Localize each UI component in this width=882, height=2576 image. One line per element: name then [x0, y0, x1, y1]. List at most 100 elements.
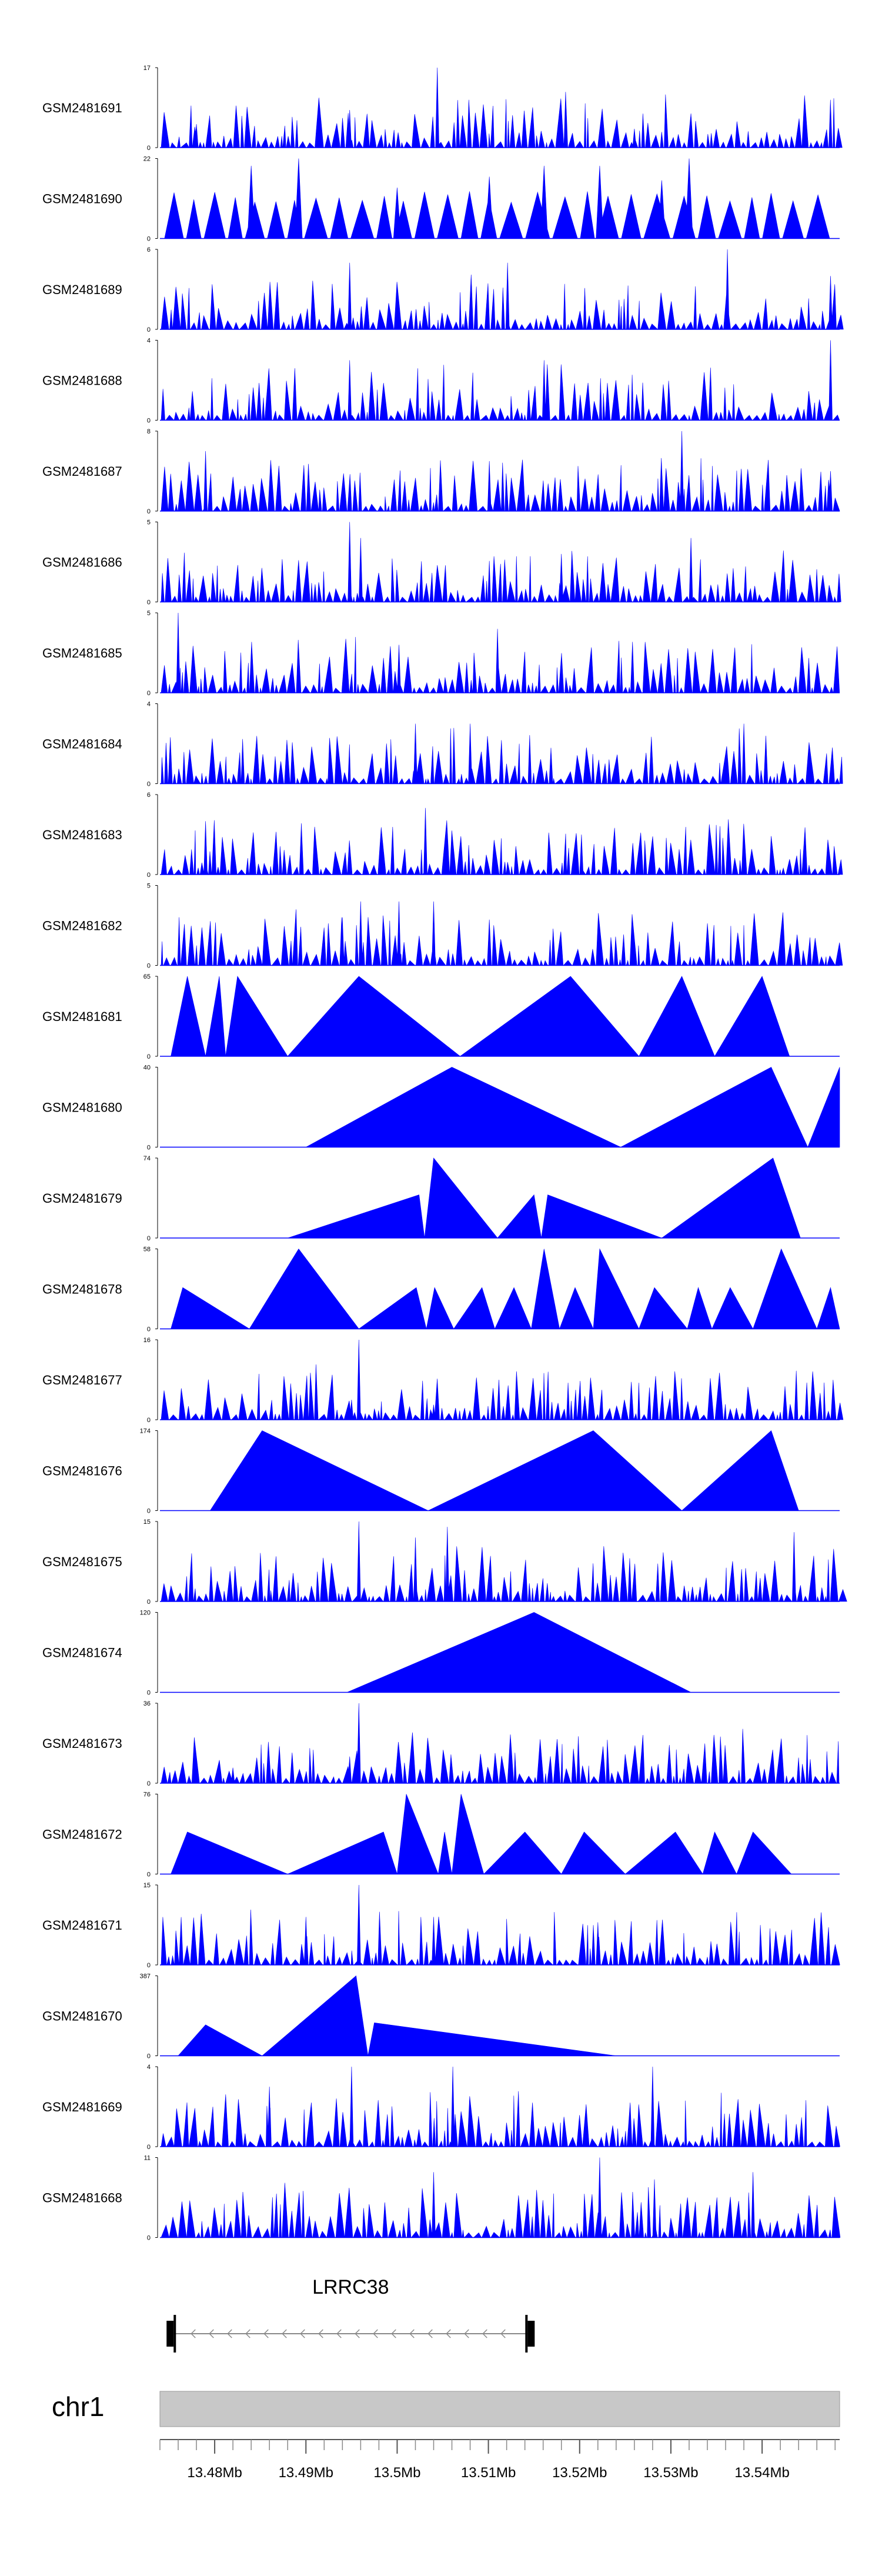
strand-arrow-icon	[282, 2329, 287, 2338]
track-ymin-label: 0	[147, 1871, 151, 1878]
axis-tick-label: 13.52Mb	[552, 2465, 607, 2481]
strand-arrow-icon	[446, 2329, 451, 2338]
track-ymin-label: 0	[147, 872, 151, 879]
coverage-area	[161, 2157, 841, 2238]
track-ymin-label: 0	[147, 1417, 151, 1424]
track-label: GSM2481669	[42, 2100, 122, 2114]
track-ymax-label: 4	[147, 701, 151, 708]
track-ymin-label: 0	[147, 145, 151, 152]
track-GSM2481678: GSM2481678 58 0	[42, 1246, 840, 1333]
strand-arrow-icon	[191, 2329, 196, 2338]
track-GSM2481673: GSM2481673 36 0	[42, 1700, 840, 1787]
track-ymin-label: 0	[147, 418, 151, 425]
track-ymin-label: 0	[147, 963, 151, 970]
track-label: GSM2481668	[42, 2191, 122, 2205]
strand-arrow-icon	[336, 2329, 342, 2338]
coverage-area	[161, 1339, 844, 1420]
track-ymin-label: 0	[147, 236, 151, 243]
coverage-area	[161, 723, 843, 784]
track-label: GSM2481677	[42, 1373, 122, 1387]
track-label: GSM2481686	[42, 555, 122, 570]
coverage-area	[161, 431, 840, 512]
axis-tick-label: 13.49Mb	[279, 2465, 333, 2481]
track-label: GSM2481682	[42, 919, 122, 933]
track-ymin-label: 0	[147, 2235, 151, 2242]
coverage-area	[164, 158, 830, 239]
track-GSM2481677: GSM2481677 16 0	[42, 1337, 844, 1424]
track-ymax-label: 15	[143, 1519, 151, 1526]
track-ymax-label: 74	[143, 1155, 151, 1162]
gene-track: LRRC38	[166, 2276, 535, 2353]
track-ymin-label: 0	[147, 1235, 151, 1242]
gene-exon-end-edge	[525, 2315, 528, 2353]
track-GSM2481669: GSM2481669 4 0	[42, 2064, 840, 2151]
track-ymax-label: 120	[140, 1610, 151, 1617]
coverage-area	[161, 67, 843, 148]
track-label: GSM2481680	[42, 1100, 122, 1115]
track-ymax-label: 5	[147, 519, 151, 526]
axis-tick-label: 13.51Mb	[461, 2465, 516, 2481]
track-label: GSM2481691	[42, 101, 122, 115]
track-ymax-label: 8	[147, 428, 151, 435]
strand-arrow-icon	[300, 2329, 305, 2338]
track-ymax-label: 58	[143, 1246, 151, 1253]
track-ymax-label: 76	[143, 1791, 151, 1798]
track-ymax-label: 4	[147, 338, 151, 345]
chromosome-band	[159, 2391, 840, 2427]
strand-arrow-icon	[373, 2329, 378, 2338]
coverage-area	[178, 1975, 616, 2056]
track-GSM2481680: GSM2481680 40 0	[42, 1065, 840, 1152]
strand-arrow-icon	[391, 2329, 396, 2338]
track-ymax-label: 40	[143, 1065, 151, 1072]
track-label: GSM2481671	[42, 1918, 122, 1933]
coverage-area	[161, 1703, 840, 1784]
track-label: GSM2481685	[42, 646, 122, 660]
track-GSM2481688: GSM2481688 4 0	[42, 338, 840, 425]
gene-exon-end	[527, 2321, 535, 2347]
strand-arrow-icon	[409, 2329, 415, 2338]
chromosome-axis: chr1 13.48Mb 13.49Mb 13.5Mb 13.51Mb 13.52Mb 13…	[52, 2391, 840, 2481]
track-label: GSM2481672	[42, 1827, 122, 1842]
coverage-area	[161, 340, 840, 421]
track-ymin-label: 0	[147, 1326, 151, 1333]
track-GSM2481672: GSM2481672 76 0	[42, 1791, 840, 1878]
track-ymin-label: 0	[147, 781, 151, 788]
axis-tick-label: 13.54Mb	[734, 2465, 789, 2481]
track-label: GSM2481681	[42, 1009, 122, 1024]
strand-arrow-icon	[263, 2329, 269, 2338]
track-label: GSM2481676	[42, 1464, 122, 1479]
track-ymin-label: 0	[147, 2144, 151, 2151]
track-label: GSM2481679	[42, 1191, 122, 1206]
chromosome-label: chr1	[52, 2391, 104, 2422]
track-label: GSM2481670	[42, 2009, 122, 2024]
coverage-area	[161, 522, 841, 602]
track-ymax-label: 17	[143, 65, 151, 72]
track-label: GSM2481689	[42, 282, 122, 297]
track-GSM2481670: GSM2481670 387 0	[42, 1973, 840, 2060]
strand-arrow-icon	[482, 2329, 487, 2338]
track-GSM2481685: GSM2481685 5 0	[42, 610, 840, 697]
track-GSM2481674: GSM2481674 120 0	[42, 1610, 840, 1697]
coverage-area	[171, 976, 790, 1057]
track-GSM2481679: GSM2481679 74 0	[42, 1155, 840, 1242]
track-label: GSM2481684	[42, 737, 122, 752]
coverage-area	[161, 807, 843, 875]
gene-exon-start-edge	[173, 2315, 176, 2353]
track-ymax-label: 5	[147, 610, 151, 617]
track-ymin-label: 0	[147, 326, 151, 333]
axis-tick-label: 13.53Mb	[643, 2465, 698, 2481]
coverage-area	[161, 2066, 840, 2147]
track-GSM2481676: GSM2481676 174 0	[42, 1428, 840, 1515]
track-ymin-label: 0	[147, 1780, 151, 1787]
track-GSM2481671: GSM2481671 15 0	[42, 1882, 840, 1969]
track-GSM2481683: GSM2481683 6 0	[42, 792, 843, 879]
track-GSM2481687: GSM2481687 8 0	[42, 428, 840, 515]
track-ymin-label: 0	[147, 508, 151, 515]
track-ymin-label: 0	[147, 690, 151, 697]
coverage-area	[171, 1248, 840, 1329]
track-ymax-label: 36	[143, 1700, 151, 1707]
track-label: GSM2481675	[42, 1554, 122, 1569]
strand-arrow-icon	[245, 2329, 250, 2338]
track-GSM2481684: GSM2481684 4 0	[42, 701, 843, 788]
